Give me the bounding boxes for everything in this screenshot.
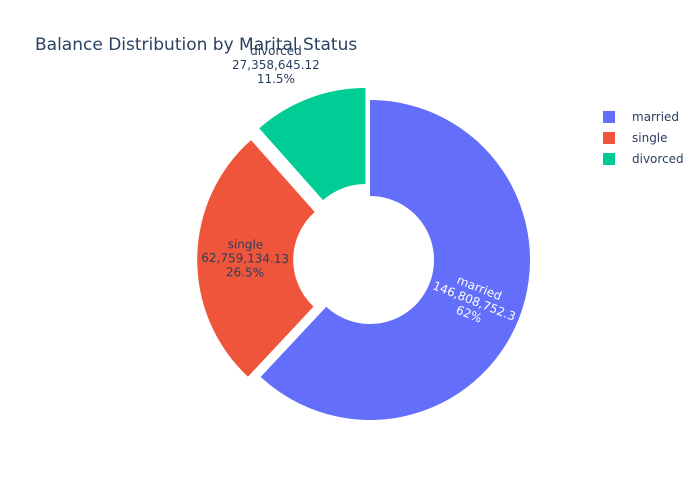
legend: married single divorced	[603, 106, 684, 169]
legend-item-single[interactable]: single	[603, 127, 684, 148]
slice-married[interactable]	[260, 100, 530, 420]
legend-label-single: single	[632, 130, 668, 145]
slice-percent-divorced: 11.5%	[257, 72, 295, 86]
slice-value-single: 62,759,134.13	[201, 251, 289, 266]
slice-single[interactable]	[197, 140, 315, 377]
slice-divorced[interactable]	[259, 88, 366, 201]
legend-label-married: married	[632, 109, 680, 124]
legend-swatch-single	[603, 131, 615, 144]
slice-name-divorced: divorced	[250, 44, 302, 58]
slice-name-single: single	[228, 237, 264, 251]
legend-swatch-divorced	[603, 152, 615, 165]
slice-value-divorced: 27,358,645.12	[232, 58, 320, 72]
chart-title: Balance Distribution by Marital Status	[35, 35, 358, 55]
legend-swatch-married	[603, 110, 615, 123]
legend-item-married[interactable]: married	[603, 106, 684, 127]
legend-label-divorced: divorced	[632, 151, 684, 166]
legend-item-divorced[interactable]: divorced	[603, 148, 684, 169]
slice-percent-single: 26.5%	[226, 265, 264, 279]
slices-layer	[197, 88, 530, 420]
